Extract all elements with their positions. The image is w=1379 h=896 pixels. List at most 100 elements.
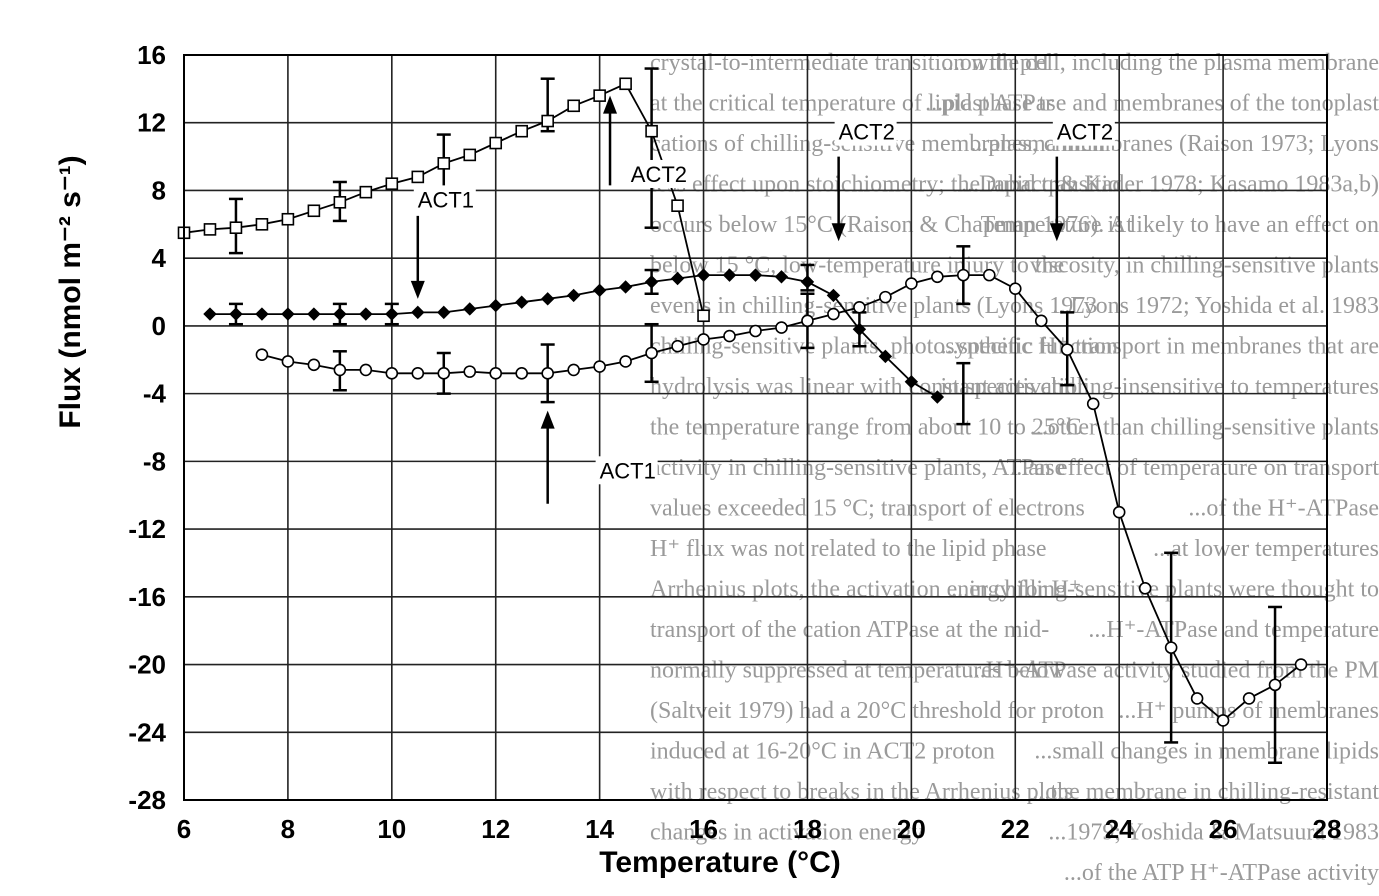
data-point-diamond bbox=[411, 305, 425, 320]
data-point-diamond bbox=[514, 295, 529, 309]
data-point-diamond bbox=[307, 307, 321, 321]
data-point-diamond bbox=[255, 307, 269, 321]
data-point-circle bbox=[463, 365, 477, 378]
data-point-circle bbox=[437, 367, 451, 380]
background-text-line: ...of the ATP H⁺-ATPase activity bbox=[1064, 860, 1379, 886]
data-point-square bbox=[697, 309, 710, 323]
annotation-arrowhead bbox=[603, 95, 618, 114]
data-point-square bbox=[541, 114, 554, 128]
data-point-circle bbox=[619, 355, 632, 368]
data-point-diamond bbox=[930, 390, 945, 404]
data-point-diamond bbox=[722, 268, 737, 282]
y-tick-label: -16 bbox=[128, 582, 166, 612]
annotation-act1: ACT1 bbox=[410, 185, 476, 299]
annotation-label-bg bbox=[626, 159, 689, 188]
data-point-diamond bbox=[696, 268, 711, 282]
data-point-circle bbox=[411, 367, 425, 380]
data-point-diamond bbox=[333, 307, 347, 321]
y-tick-label: 0 bbox=[152, 311, 166, 341]
y-tick-label: 8 bbox=[152, 175, 166, 205]
data-point-circle bbox=[593, 360, 606, 373]
background-text-line: ...Dubacq & Kader 1978; Kasamo 1983a,b) bbox=[961, 172, 1379, 198]
data-point-circle bbox=[489, 367, 503, 380]
data-point-circle bbox=[1216, 714, 1230, 727]
background-text-line: with respect to breaks in the Arrhenius … bbox=[650, 779, 1073, 805]
annotation-label: ACT1 bbox=[600, 458, 656, 483]
data-point-circle bbox=[1294, 658, 1308, 671]
x-tick-label: 16 bbox=[689, 814, 718, 844]
y-tick-label: -20 bbox=[128, 650, 166, 680]
background-text-line: ...in chilling-sensitive plants were tho… bbox=[951, 577, 1379, 603]
data-point-circle bbox=[723, 329, 736, 343]
data-point-square bbox=[385, 177, 399, 190]
data-point-circle bbox=[281, 355, 295, 368]
data-point-circle bbox=[853, 300, 866, 314]
annotations: ACT1 ACT2 ACT1 ACT2 ACT2 bbox=[410, 95, 1115, 504]
background-text-line: ...small changes in membrane lipids bbox=[1034, 739, 1379, 765]
annotation-label-bg bbox=[413, 185, 476, 214]
x-tick-label: 12 bbox=[481, 814, 510, 844]
data-point-diamond bbox=[489, 298, 503, 313]
data-point-circle bbox=[567, 363, 580, 377]
data-point-circle bbox=[905, 277, 918, 290]
background-text-line: ...of the H⁺-ATPase bbox=[1188, 496, 1379, 522]
data-point-diamond bbox=[203, 307, 217, 321]
axes: 6 8 10 12 14 16 18 20 22 24 26 28 16 12 8 4 0 -4 -8 -12 -16 -… bbox=[128, 40, 1341, 844]
y-tick-label: -24 bbox=[128, 717, 166, 747]
background-text-line: changes in activation energy bbox=[650, 820, 923, 846]
background-text-line: viscosity, in chilling-sensitive plants bbox=[1030, 253, 1379, 279]
x-tick-label: 22 bbox=[1001, 814, 1030, 844]
x-tick-label: 28 bbox=[1313, 814, 1342, 844]
data-point-circle bbox=[697, 333, 710, 346]
background-text-line: ...plast ATPase and membranes of the ton… bbox=[925, 91, 1379, 117]
y-tick-label: -28 bbox=[128, 785, 166, 815]
series-diamond bbox=[203, 263, 971, 426]
background-text-line: at the critical temperature of lipid pha… bbox=[650, 91, 1053, 117]
background-text-line: ...on the cell, including the plasma mem… bbox=[942, 50, 1379, 76]
background-text-line: ...H⁺-ATPase and temperature bbox=[1088, 617, 1379, 643]
data-point-diamond bbox=[644, 275, 659, 289]
data-point-square bbox=[567, 99, 580, 113]
background-text-line: less effect upon stoichiometry; the rapi… bbox=[650, 172, 1120, 198]
data-point-diamond bbox=[748, 268, 763, 282]
background-text-line: H⁺ flux was not related to the lipid pha… bbox=[650, 536, 1047, 562]
data-point-circle bbox=[307, 358, 321, 372]
background-text-line: induced at 16-20°C in ACT2 proton bbox=[650, 739, 995, 765]
data-point-diamond bbox=[229, 307, 243, 321]
annotation-label: ACT2 bbox=[1057, 120, 1113, 145]
data-point-diamond bbox=[800, 275, 815, 289]
data-point-circle bbox=[1112, 505, 1126, 519]
data-point-square bbox=[255, 218, 269, 231]
y-tick-label: 12 bbox=[137, 108, 166, 138]
background-text-line: normally suppressed at temperatures belo… bbox=[650, 658, 1067, 684]
data-point-circle bbox=[645, 346, 658, 360]
data-point-square bbox=[645, 124, 658, 138]
data-point-circle bbox=[515, 367, 529, 380]
y-tick-label: -12 bbox=[128, 514, 166, 544]
data-point-diamond bbox=[463, 302, 477, 316]
x-tick-label: 18 bbox=[793, 814, 822, 844]
background-text-line: ...1979; Yoshida & Matsuura 1983 bbox=[1048, 820, 1379, 846]
data-point-diamond bbox=[359, 307, 373, 321]
data-point-diamond bbox=[385, 307, 399, 321]
series-layer bbox=[177, 67, 1308, 764]
y-tick-label: 16 bbox=[137, 40, 166, 70]
annotation-arrowhead bbox=[540, 410, 555, 429]
background-text-line: Temperature is likely to have an effect … bbox=[981, 212, 1379, 238]
data-point-diamond bbox=[774, 270, 789, 284]
plot-frame bbox=[183, 54, 1328, 801]
background-text-line: ...other than chilling-sensitive plants bbox=[1030, 415, 1379, 441]
data-point-diamond bbox=[670, 271, 685, 286]
background-text-line: ...Lyons 1972; Yoshida et al. 1983 bbox=[1052, 293, 1379, 319]
background-text-line: ...at lower temperatures bbox=[1153, 536, 1379, 562]
data-point-circle bbox=[1060, 343, 1074, 356]
data-point-circle bbox=[1034, 314, 1048, 328]
annotation-label: ACT1 bbox=[418, 187, 474, 212]
data-point-diamond bbox=[540, 292, 555, 306]
data-point-circle bbox=[982, 268, 996, 282]
data-point-diamond bbox=[852, 322, 867, 337]
data-point-square bbox=[619, 77, 632, 91]
x-tick-label: 24 bbox=[1105, 814, 1134, 844]
data-point-circle bbox=[1008, 282, 1022, 295]
data-point-diamond bbox=[618, 280, 633, 294]
